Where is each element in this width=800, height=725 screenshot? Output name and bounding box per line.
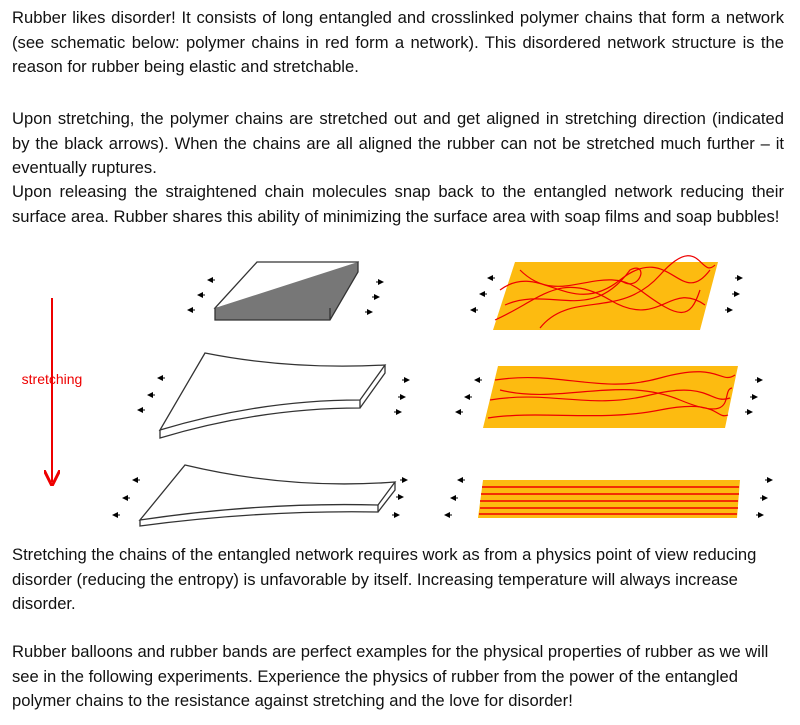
paragraph: Stretching the chains of the entangled n… (12, 545, 757, 614)
network-sheets (478, 255, 740, 518)
paragraph: Upon stretching, the polymer chains are … (12, 109, 784, 178)
paragraph: Rubber balloons and rubber bands are per… (12, 642, 769, 711)
paragraph: Rubber likes disorder! It consists of lo… (12, 8, 784, 77)
stretching-label: stretching (22, 371, 83, 387)
force-arrows (112, 275, 773, 518)
figure: stretching (22, 255, 773, 527)
paragraph: Upon releasing the straightened chain mo… (12, 182, 784, 226)
rubber-blocks (138, 261, 397, 527)
